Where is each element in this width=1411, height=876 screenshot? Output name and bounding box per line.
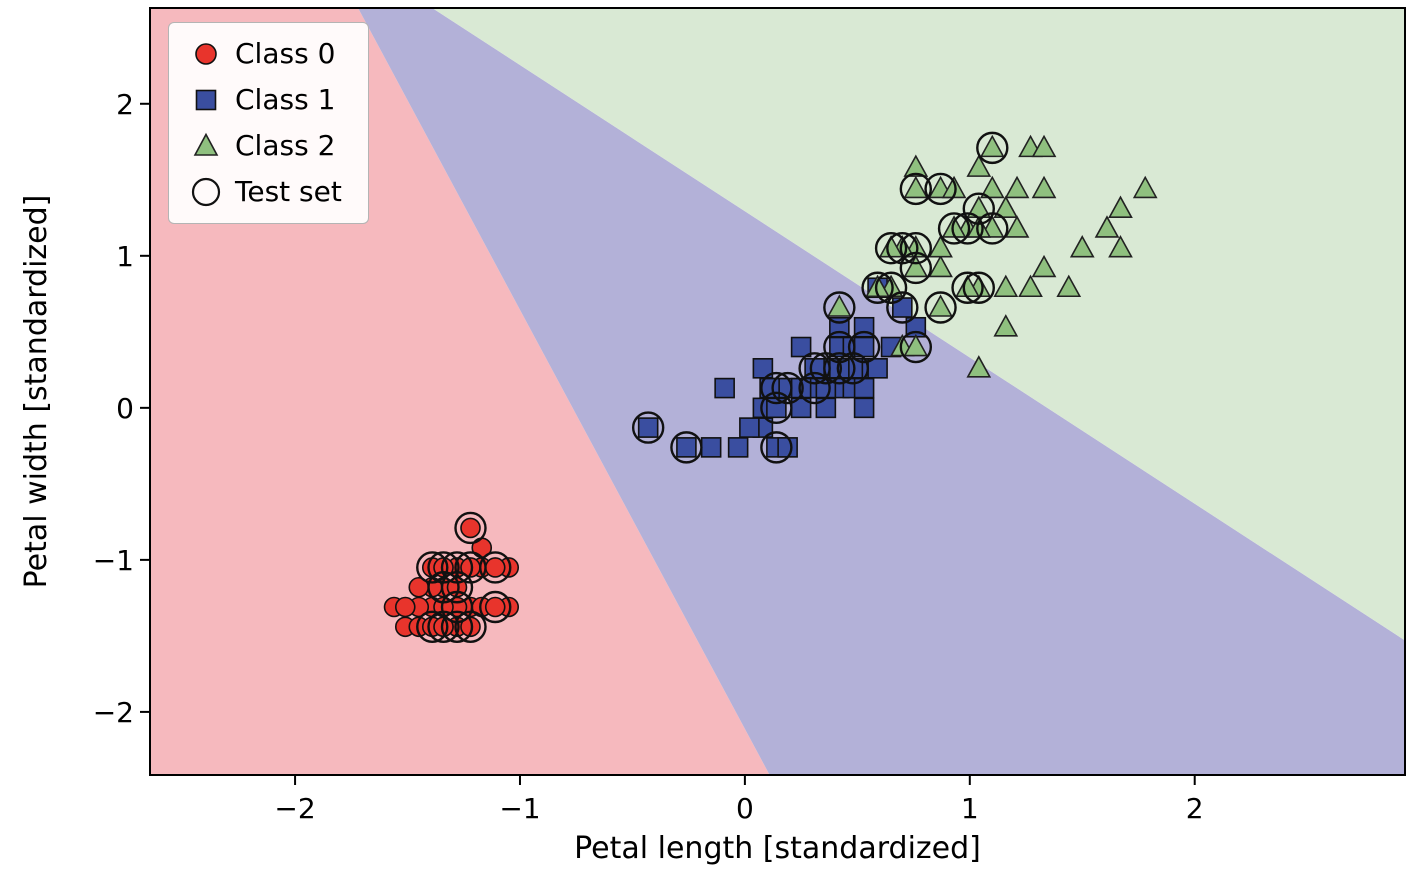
class-2-triangle-icon [183, 131, 229, 161]
y-tick-label: −2 [93, 696, 134, 729]
y-tick-label: 2 [116, 88, 134, 121]
x-tick-label: −2 [274, 792, 315, 825]
x-tick-label: −1 [499, 792, 540, 825]
y-tick-label: 1 [116, 240, 134, 273]
plot-spines [149, 7, 1406, 776]
y-tick-label: −1 [93, 544, 134, 577]
legend-label-class-0: Class 0 [235, 37, 336, 70]
test-set-rings [416, 131, 1009, 643]
x-tick-label: 1 [961, 792, 979, 825]
legend-item-test-set: Test set [183, 173, 342, 211]
legend-label-class-2: Class 2 [235, 129, 336, 162]
class-2-region [432, 8, 1405, 641]
legend-item-class-2: Class 2 [183, 127, 342, 165]
y-tick-label: 0 [116, 392, 134, 425]
test-set-open-circle-icon [183, 175, 229, 209]
x-axis-ticks: −2 −1 0 1 2 [274, 775, 1204, 825]
legend: Class 0 Class 1 Class 2 Test set [168, 22, 369, 224]
x-axis-label: Petal length [standardized] [574, 831, 981, 866]
class-0-circle-icon [183, 39, 229, 69]
legend-label-test-set: Test set [235, 175, 342, 208]
y-axis-ticks: −2 −1 0 1 2 [93, 88, 150, 729]
class-1-region [358, 8, 1405, 775]
y-axis-label: Petal width [standardized] [19, 195, 54, 589]
legend-item-class-1: Class 1 [183, 81, 342, 119]
legend-item-class-0: Class 0 [183, 35, 342, 73]
x-tick-label: 0 [736, 792, 754, 825]
series-points-class-2 [826, 134, 1158, 378]
class-1-square-icon [183, 85, 229, 115]
x-tick-label: 2 [1186, 792, 1204, 825]
legend-label-class-1: Class 1 [235, 83, 336, 116]
